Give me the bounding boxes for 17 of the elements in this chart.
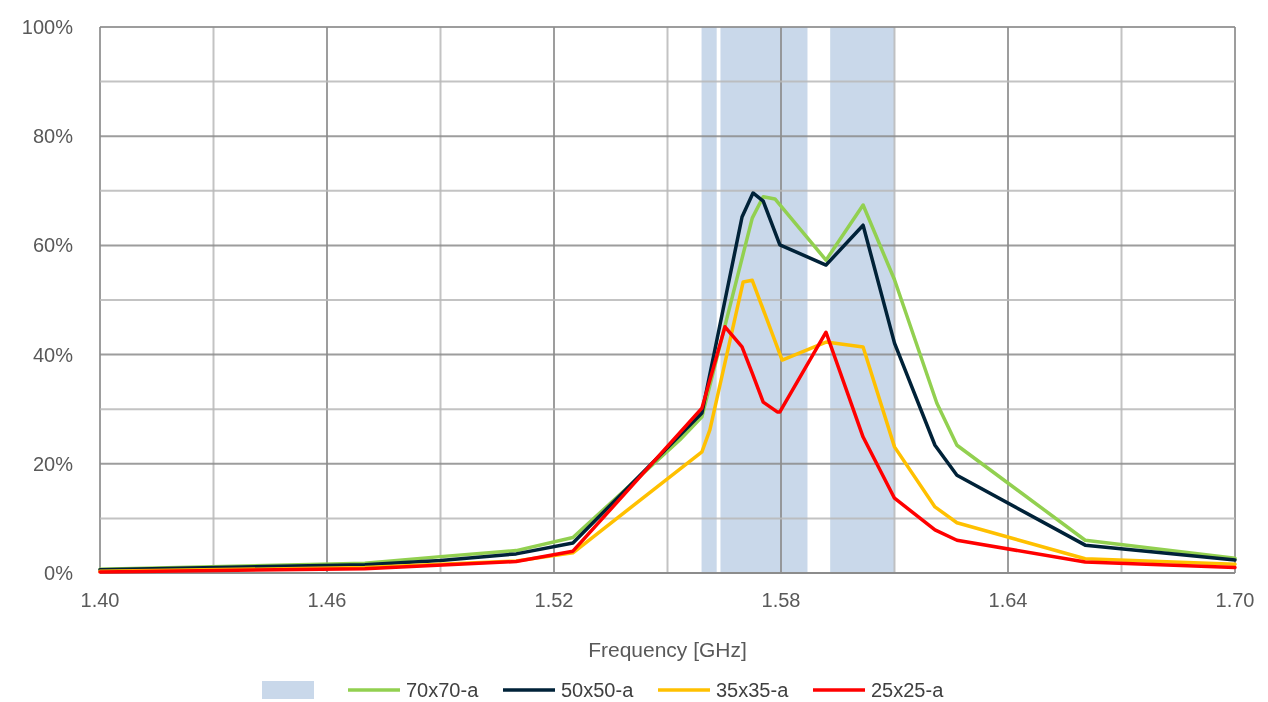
x-tick-label: 1.64 (988, 589, 1028, 611)
y-tick-label: 60% (32, 234, 74, 257)
y-tick-label: 80% (32, 125, 74, 148)
x-tick-label: 1.58 (761, 589, 801, 611)
y-tick-label: 0% (44, 562, 74, 584)
x-tick-label: 1.70 (1215, 589, 1255, 611)
legend-label: 50x50-a (561, 679, 635, 701)
legend-label: 70x70-a (406, 679, 480, 701)
y-tick-label: 100% (21, 16, 74, 38)
y-tick-label: 20% (32, 452, 74, 475)
x-tick-label: 1.52 (534, 589, 574, 611)
x-tick-label: 1.46 (307, 589, 347, 611)
x-axis-title: Frequency [GHz] (588, 638, 747, 661)
y-tick-label: 40% (32, 343, 74, 366)
legend-label: 25x25-a (871, 679, 945, 701)
legend-label: 35x35-a (716, 679, 790, 701)
x-tick-label: 1.40 (80, 589, 120, 611)
